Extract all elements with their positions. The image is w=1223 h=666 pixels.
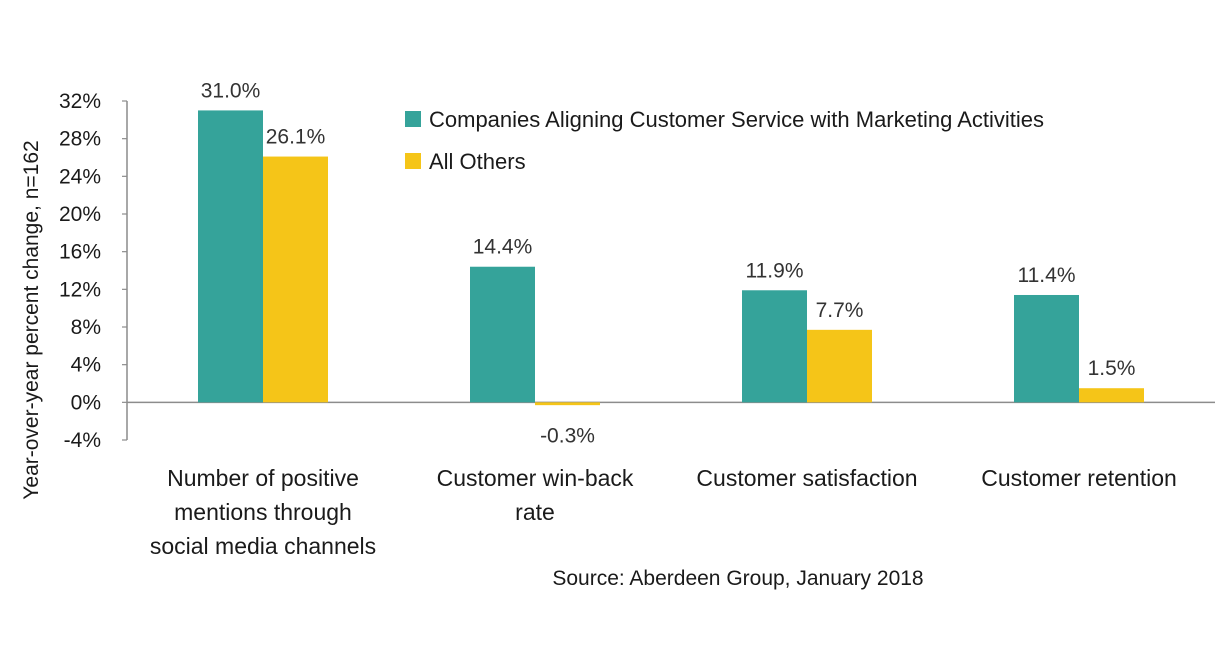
y-tick-label: 0%	[71, 391, 101, 414]
bar-others-0	[263, 156, 328, 403]
category-label: Customer retention	[981, 465, 1177, 491]
bars	[198, 110, 1144, 406]
data-label: 31.0%	[201, 79, 261, 102]
data-labels: 31.0% 26.1% 14.4% -0.3% 11.9% 7.7% 11.4% 1.5%	[201, 79, 1136, 447]
data-label: 26.1%	[266, 126, 326, 149]
y-tick-label: 28%	[59, 128, 101, 151]
y-tick-label: -4%	[64, 429, 101, 452]
bar-others-1	[535, 402, 600, 406]
bar-aligned-1	[470, 266, 535, 403]
bar-others-3	[1079, 388, 1144, 403]
data-label: 11.9%	[746, 259, 804, 282]
y-tick-label: 4%	[71, 354, 101, 377]
y-axis-label: Year-over-year percent change, n=162	[20, 140, 43, 499]
data-label: 7.7%	[816, 299, 864, 322]
bar-aligned-2	[742, 290, 807, 403]
bar-aligned-0	[198, 110, 263, 403]
legend: Companies Aligning Customer Service with…	[405, 107, 1044, 174]
legend-label: All Others	[429, 149, 526, 174]
legend-swatch	[405, 153, 421, 169]
category-label: Number of positive	[167, 465, 359, 491]
x-axis-categories: Number of positive mentions through social…	[150, 465, 1177, 559]
category-label: rate	[515, 499, 555, 525]
y-tick-label: 8%	[71, 316, 101, 339]
data-label: 1.5%	[1088, 357, 1136, 380]
data-label: 11.4%	[1018, 264, 1076, 287]
category-label: Customer satisfaction	[696, 465, 917, 491]
bar-aligned-3	[1014, 294, 1079, 403]
legend-label: Companies Aligning Customer Service with…	[429, 107, 1044, 132]
y-tick-label: 32%	[59, 90, 101, 113]
legend-swatch	[405, 111, 421, 127]
source-note: Source: Aberdeen Group, January 2018	[552, 567, 923, 590]
y-tick-label: 12%	[59, 278, 101, 301]
data-label: -0.3%	[540, 424, 595, 447]
y-axis: 32% 28% 24% 20% 16% 12% 8% 4% 0% -4%	[59, 90, 1215, 452]
y-tick-label: 20%	[59, 203, 101, 226]
category-label: Customer win-back	[437, 465, 634, 491]
category-label: social media channels	[150, 533, 376, 559]
data-label: 14.4%	[473, 236, 533, 259]
bar-others-2	[807, 329, 872, 403]
y-tick-label: 24%	[59, 165, 101, 188]
category-label: mentions through	[174, 499, 352, 525]
y-tick-label: 16%	[59, 241, 101, 264]
